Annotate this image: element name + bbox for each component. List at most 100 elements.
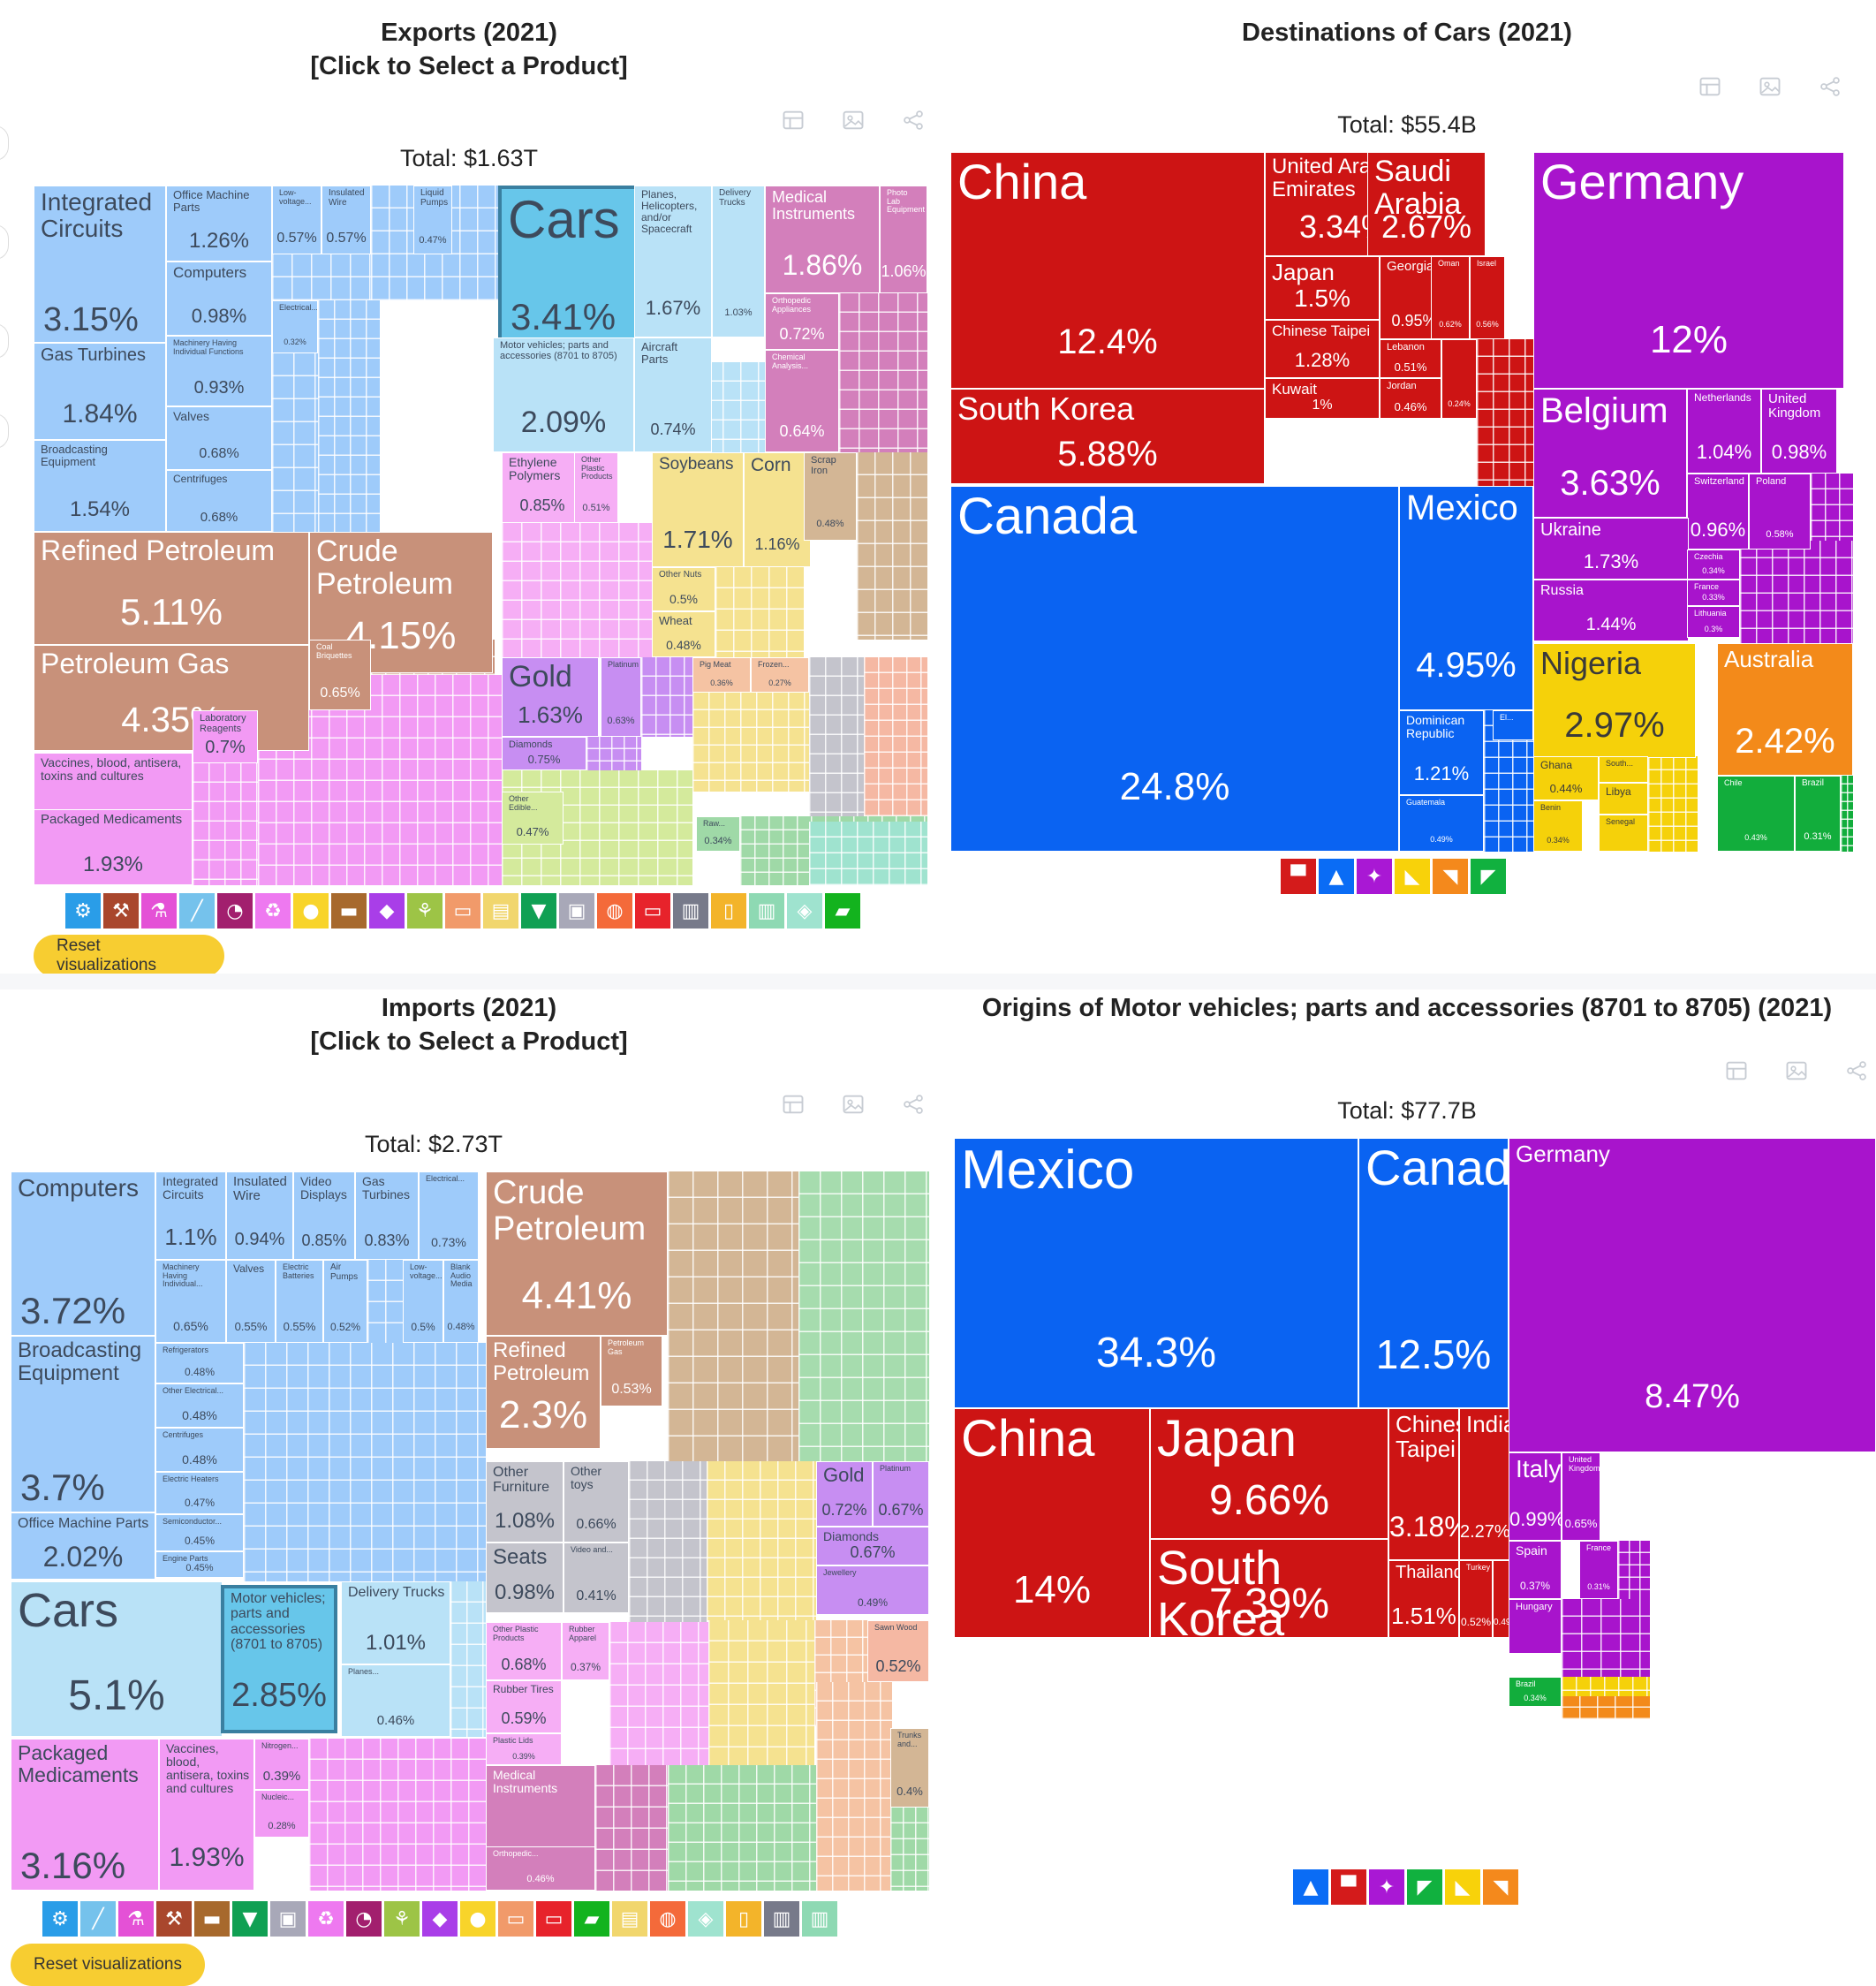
tile-delivery[interactable]: Delivery Trucks 1.03% [712, 186, 765, 337]
image-icon[interactable] [841, 108, 866, 133]
gem-icon[interactable]: ◆ [422, 1901, 458, 1937]
tile-domrep[interactable]: Dominican Republic 1.21% [1399, 710, 1484, 795]
gauge-icon[interactable]: ◔ [217, 893, 253, 929]
flask-icon[interactable]: ⚗ [118, 1901, 154, 1937]
tile-taipei[interactable]: Chinese Taipei 3.18% [1388, 1408, 1459, 1560]
tile-brazil[interactable]: Brazil 0.34% [1509, 1677, 1562, 1707]
tools-icon[interactable]: ⚒ [156, 1901, 192, 1937]
shirt-icon[interactable]: ▼ [521, 893, 556, 929]
europe-icon[interactable]: ✦ [1369, 1869, 1404, 1905]
shoe-icon[interactable]: ▰ [825, 893, 860, 929]
tile-insulwire[interactable]: Insulated Wire 0.94% [226, 1171, 293, 1260]
gem-icon[interactable]: ◆ [369, 893, 405, 929]
anvil-icon[interactable]: ▬ [331, 893, 367, 929]
tile-nigeria[interactable]: Nigeria 2.97% [1533, 643, 1696, 758]
road-icon[interactable]: ╱ [80, 1901, 116, 1937]
tile-senegal[interactable]: Senegal [1599, 815, 1648, 852]
tile-planes[interactable]: Planes... 0.46% [341, 1664, 450, 1737]
tile-diamonds[interactable]: Diamonds 0.67% [816, 1527, 929, 1565]
reset-visualizations-button[interactable]: Reset visualizations [11, 1944, 205, 1986]
tile-elecheaters[interactable]: Electric Heaters 0.47% [155, 1472, 244, 1514]
tile-india[interactable]: India 2.27% [1459, 1408, 1510, 1560]
tile-cars[interactable]: Cars 5.1% [11, 1581, 223, 1737]
tile-hungary[interactable]: Hungary [1509, 1599, 1562, 1654]
tile-refpet[interactable]: Refined Petroleum 5.11% [34, 532, 309, 645]
small-product-tiles[interactable] [708, 1620, 814, 1765]
tile-planes[interactable]: Planes, Helicopters, and/or Spacecraft 1.… [634, 186, 712, 337]
tile-othernuts[interactable]: Other Nuts 0.5% [652, 567, 715, 611]
tile-rubberapp[interactable]: Rubber Apparel 0.37% [562, 1622, 609, 1680]
tile-batteries[interactable]: Electric Batteries 0.55% [276, 1260, 323, 1343]
tile-uk[interactable]: United Kingdom 0.98% [1761, 389, 1837, 474]
road-icon[interactable]: ╱ [179, 893, 215, 929]
small-product-tiles[interactable] [1484, 710, 1533, 852]
tile-israel[interactable]: Israel 0.56% [1470, 256, 1505, 339]
tile-france[interactable]: France 0.33% [1687, 580, 1740, 606]
share-icon[interactable] [901, 1092, 926, 1117]
tile-officeparts[interactable]: Office Machine Parts 1.26% [166, 186, 272, 262]
tile-frozen[interactable]: Frozen... 0.27% [751, 657, 809, 693]
tile-mexico[interactable]: Mexico 4.95% [1399, 486, 1533, 710]
shirt-icon[interactable]: ▼ [232, 1901, 268, 1937]
tile-packmed[interactable]: Packaged Medicaments 3.16% [11, 1739, 159, 1891]
recycle-icon[interactable]: ♻ [308, 1901, 344, 1937]
tile-engineparts[interactable]: Engine Parts 0.45% [155, 1551, 244, 1578]
small-product-tiles[interactable] [816, 1682, 892, 1891]
share-icon[interactable] [1818, 74, 1842, 99]
tile-canada[interactable]: Canada 24.8% [950, 486, 1399, 852]
pepper-icon[interactable]: ◍ [597, 893, 632, 929]
tile-intcirc[interactable]: Integrated Circuits 3.15% [34, 186, 166, 343]
tile-diamonds[interactable]: Diamonds 0.75% [502, 737, 586, 770]
exports-treemap[interactable]: Integrated Circuits 3.15% Office Machine P… [34, 186, 927, 885]
tile-machinery[interactable]: Machinery Having Individual... 0.65% [155, 1260, 226, 1343]
tile-liquidpumps[interactable]: Liquid Pumps 0.47% [413, 186, 452, 254]
tile-centrifuges[interactable]: Centrifuges 0.48% [155, 1428, 244, 1472]
tile-uk[interactable]: United Kingdom 0.65% [1562, 1452, 1600, 1541]
device-icon[interactable]: ▯ [726, 1901, 761, 1937]
tile-gasturb[interactable]: Gas Turbines 0.83% [355, 1171, 419, 1260]
tile-china[interactable]: China 12.4% [950, 152, 1265, 389]
imports-subtitle[interactable]: [Click to Select a Product] [310, 1027, 628, 1056]
small-product-tiles[interactable] [1648, 756, 1698, 852]
tile-otherplastic[interactable]: Other Plastic Products 0.51% [574, 452, 618, 523]
tile-japan[interactable]: Japan 9.66% [1150, 1408, 1388, 1539]
tile-electrical[interactable]: Electrical... 0.73% [419, 1171, 479, 1260]
small-product-tiles[interactable] [272, 353, 318, 532]
africa-icon[interactable]: ◣ [1395, 859, 1430, 894]
small-product-tiles[interactable] [244, 1343, 486, 1581]
share-icon[interactable] [901, 108, 926, 133]
tile-coal[interactable]: Coal Briquettes 0.65% [309, 640, 371, 710]
tile-machinery[interactable]: Machinery Having Individual Functions 0.9… [166, 336, 272, 406]
tile-broadcast[interactable]: Broadcasting Equipment 1.54% [34, 440, 166, 532]
tile-otherelec[interactable]: Other Electrical... 0.48% [155, 1383, 244, 1428]
tile-ukraine[interactable]: Ukraine 1.73% [1533, 518, 1689, 580]
tile-petgas[interactable]: Petroleum Gas 4.35% [34, 645, 309, 751]
small-product-tiles[interactable] [1841, 776, 1853, 852]
tile-insulwire[interactable]: Insulated Wire 0.57% [321, 186, 371, 254]
tile-otheredible[interactable]: Other Edible... 0.47% [502, 792, 564, 845]
tile-lebanon[interactable]: Lebanon 0.51% [1380, 339, 1441, 378]
small-product-tiles[interactable] [715, 567, 804, 657]
tile-rubbertires[interactable]: Rubber Tires 0.59% [486, 1680, 562, 1733]
tile-ethylene[interactable]: Ethylene Polymers 0.85% [502, 452, 583, 523]
small-product-tiles[interactable] [839, 293, 927, 452]
small-product-tiles[interactable] [1811, 474, 1853, 541]
small-product-tiles[interactable] [272, 254, 374, 300]
tile-seats[interactable]: Seats 0.98% [486, 1543, 564, 1613]
tile-small1[interactable]: 0.24% [1441, 339, 1477, 419]
gear-icon[interactable]: ⚙ [65, 893, 101, 929]
tile-belgium[interactable]: Belgium 3.63% [1533, 389, 1687, 518]
tile-taipei[interactable]: Chinese Taipei 1.28% [1265, 320, 1380, 378]
small-product-tiles[interactable] [1562, 1599, 1650, 1677]
small-product-tiles[interactable] [798, 1171, 929, 1461]
chip-icon[interactable]: ▭ [635, 893, 670, 929]
tile-ghana[interactable]: Ghana 0.44% [1533, 756, 1599, 800]
tile-trunks[interactable]: Trunks and... 0.4% [890, 1728, 929, 1808]
chip-icon[interactable]: ▭ [536, 1901, 571, 1937]
small-product-tiles[interactable] [641, 657, 692, 737]
tile-mexico[interactable]: Mexico 34.3% [954, 1138, 1358, 1408]
destinations-treemap[interactable]: China 12.4% South Korea 5.88% United Arab Em… [950, 152, 1876, 852]
tile-plasticlids[interactable]: Plastic Lids 0.39% [486, 1733, 562, 1765]
tile-videodisp[interactable]: Video Displays 0.85% [293, 1171, 355, 1260]
image-icon[interactable] [841, 1092, 866, 1117]
